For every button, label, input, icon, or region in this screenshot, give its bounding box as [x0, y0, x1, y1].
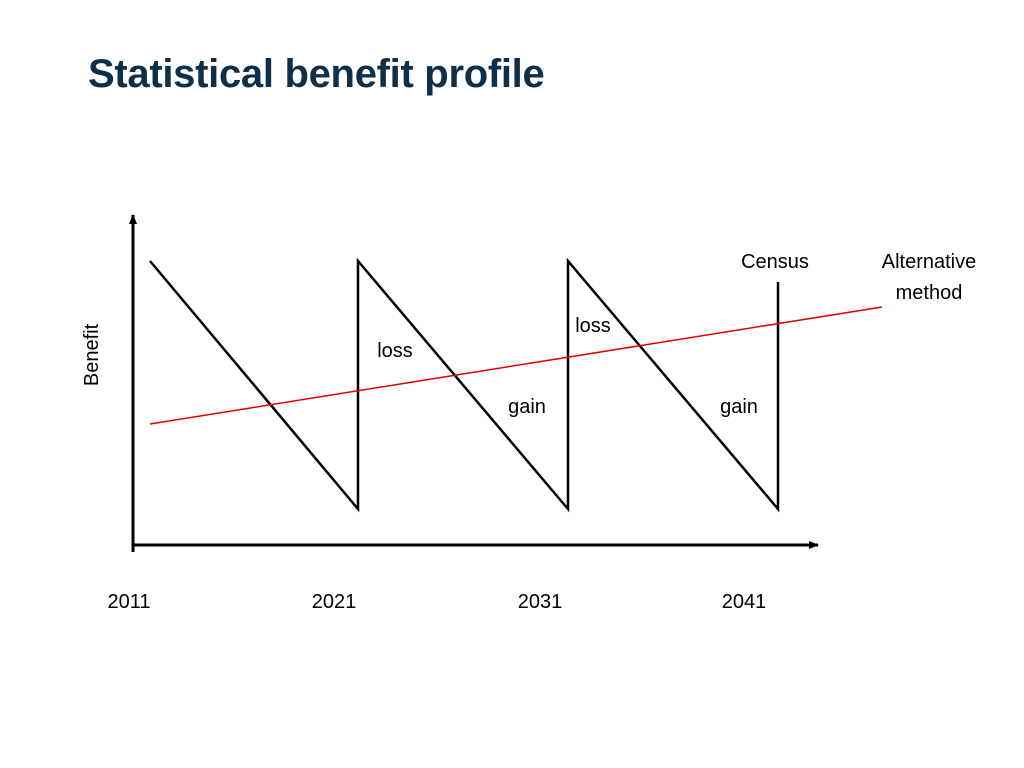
x-tick-label: 2011 — [107, 591, 150, 613]
x-tick-label: 2041 — [722, 591, 767, 613]
alternative-method-line — [149, 306, 883, 425]
slide-title: Statistical benefit profile — [88, 52, 545, 96]
gain-label: gain — [508, 396, 546, 418]
loss-label: loss — [377, 340, 413, 362]
y-axis-label: Benefit — [81, 323, 103, 386]
gain-label: gain — [720, 396, 758, 418]
alternative-method-label-line2: method — [896, 282, 963, 304]
loss-label: loss — [575, 315, 611, 337]
x-tick-label: 2031 — [518, 591, 563, 613]
census-benefit-line — [149, 257, 780, 513]
alternative-method-label-line1: Alternative — [882, 251, 977, 273]
x-tick-label: 2021 — [312, 591, 357, 613]
census-label: Census — [741, 251, 809, 273]
